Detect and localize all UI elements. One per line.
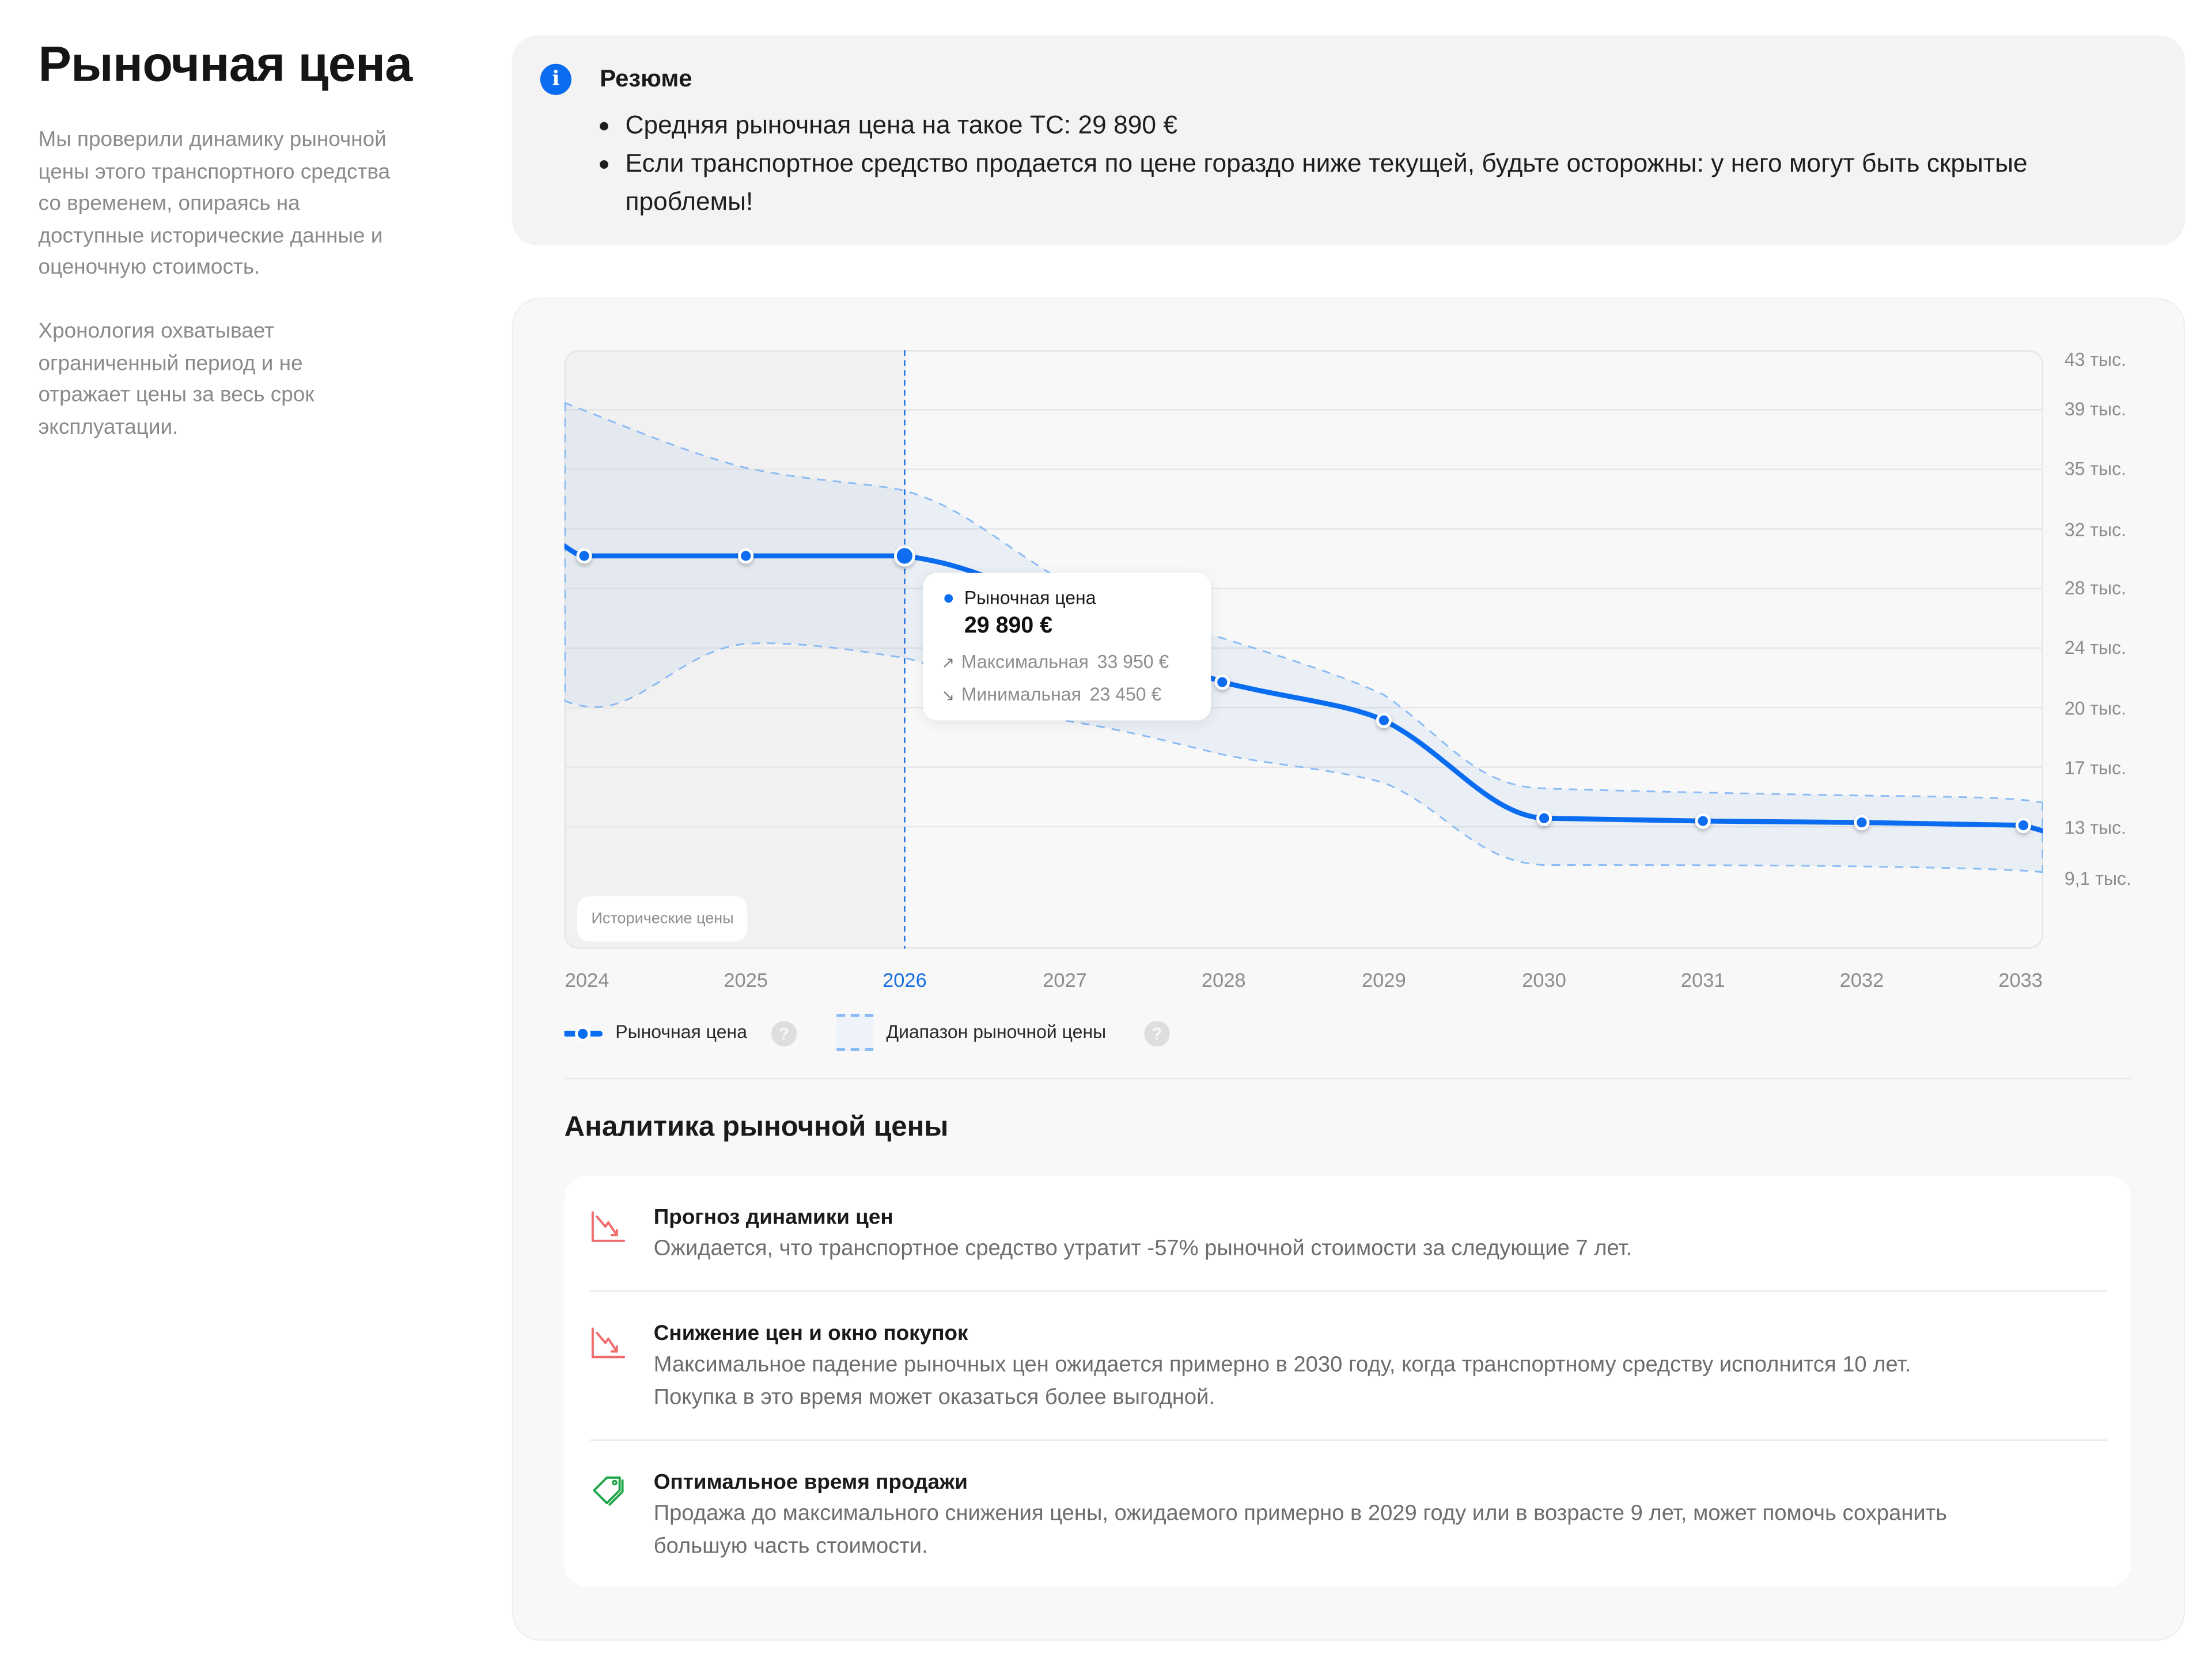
y-tick-label: 39 тыс. — [2064, 398, 2126, 420]
chart-down-icon — [591, 1327, 626, 1358]
x-tick-2029[interactable]: 2029 — [1362, 968, 1406, 991]
x-tick-2030[interactable]: 2030 — [1522, 968, 1566, 991]
desc-line: большую часть стоимости. — [653, 1534, 928, 1558]
x-tick-2031[interactable]: 2031 — [1680, 968, 1725, 991]
tooltip-max-row: ↗ Максимальная 33 950 € — [941, 651, 1169, 672]
tooltip-series-label: Рыночная цена — [964, 587, 1096, 608]
y-tick-label: 43 тыс. — [2064, 349, 2126, 370]
analytics-item-title: Снижение цен и окно покупок — [653, 1322, 968, 1346]
analytics-title: Аналитика рыночной цены — [564, 1111, 949, 1143]
historical-prices-badge: Исторические цены — [577, 896, 748, 942]
intro-line: со временем, опираясь на — [38, 191, 300, 216]
summary-list: Средняя рыночная цена на такое ТС: 29 89… — [600, 107, 2145, 221]
intro-line: эксплуатации. — [38, 414, 179, 439]
desc-line: Максимальное падение рыночных цен ожидае… — [653, 1353, 1911, 1377]
y-tick-label: 28 тыс. — [2064, 577, 2126, 599]
summary-panel: i Резюме Средняя рыночная цена на такое … — [512, 35, 2186, 245]
intro-line: отражает цены за весь срок — [38, 383, 315, 407]
legend-line-icon — [564, 1025, 604, 1042]
tooltip-max-label: Максимальная — [961, 650, 1089, 672]
intro-paragraph-1: Мы проверили динамику рыночной цены этог… — [38, 125, 452, 285]
intro-line: Мы проверили динамику рыночной — [38, 127, 387, 152]
help-icon[interactable]: ? — [771, 1021, 797, 1047]
desc-line: Продажа до максимального снижения цены, … — [653, 1501, 1948, 1526]
analytics-item-title: Прогноз динамики цен — [653, 1205, 893, 1230]
legend-range-icon — [836, 1013, 874, 1051]
x-tick-2024[interactable]: 2024 — [565, 968, 609, 991]
x-tick-2033[interactable]: 2033 — [1998, 968, 2043, 991]
x-tick-2032[interactable]: 2032 — [1839, 968, 1884, 991]
y-tick-label: 32 тыс. — [2064, 518, 2126, 540]
price-range-upper — [564, 402, 2044, 804]
summary-item: Средняя рыночная цена на такое ТС: 29 89… — [600, 107, 2145, 145]
y-tick-label: 24 тыс. — [2064, 637, 2126, 658]
price-range-lower — [564, 642, 2044, 873]
page-title: Рыночная цена — [38, 36, 412, 92]
summary-title: Резюме — [600, 65, 692, 92]
intro-line: Хронология охватывает — [38, 319, 275, 343]
analytics-list: Прогноз динамики цен Ожидается, что тран… — [564, 1175, 2131, 1587]
grid-lines — [564, 409, 2044, 828]
x-tick-2026[interactable]: 2026 — [882, 968, 927, 991]
chart-tooltip: Рыночная цена 29 890 € ↗ Максимальная 33 9… — [923, 573, 1211, 721]
x-tick-2028[interactable]: 2028 — [1201, 968, 1246, 991]
info-icon: i — [540, 63, 571, 95]
price-range-band — [564, 403, 2044, 872]
analytics-item-desc: Максимальное падение рыночных цен ожидае… — [654, 1350, 2100, 1414]
analytics-item-desc: Продажа до максимального снижения цены, … — [654, 1499, 2100, 1563]
section-divider — [564, 1077, 2131, 1080]
tooltip-min-row: ↘ Минимальная 23 450 € — [941, 683, 1161, 705]
legend-market-price[interactable]: Рыночная цена — [615, 1021, 748, 1043]
tooltip-value: 29 890 € — [964, 614, 1053, 638]
y-tick-label: 35 тыс. — [2064, 458, 2126, 479]
price-tag-icon — [593, 1476, 624, 1506]
data-points — [576, 545, 2032, 834]
x-tick-2025[interactable]: 2025 — [724, 968, 768, 991]
help-icon[interactable]: ? — [1144, 1021, 1170, 1047]
summary-item: Если транспортное средство продается по … — [600, 145, 2145, 221]
analytics-item-desc: Ожидается, что транспортное средство утр… — [654, 1234, 2100, 1266]
series-dot-icon — [944, 594, 953, 603]
arrow-up-right-icon: ↗ — [941, 655, 955, 672]
x-tick-2027[interactable]: 2027 — [1043, 968, 1087, 991]
tooltip-min-label: Минимальная — [961, 683, 1081, 705]
chart-down-icon — [591, 1211, 626, 1242]
desc-line: Ожидается, что транспортное средство утр… — [653, 1236, 1633, 1261]
intro-line: оценочную стоимость. — [38, 255, 260, 279]
item-separator — [589, 1439, 2107, 1441]
tooltip-max-value: 33 950 € — [1097, 650, 1169, 672]
y-tick-label: 20 тыс. — [2064, 698, 2126, 719]
intro-line: ограниченный период и не — [38, 351, 303, 376]
y-tick-label: 13 тыс. — [2064, 816, 2126, 838]
legend-price-range[interactable]: Диапазон рыночной цены — [886, 1021, 1107, 1043]
intro-line: цены этого транспортного средства — [38, 159, 391, 184]
y-tick-label: 9,1 тыс. — [2064, 868, 2131, 889]
analytics-item-title: Оптимальное время продажи — [653, 1470, 968, 1495]
y-tick-label: 17 тыс. — [2064, 757, 2126, 779]
intro-line: доступные исторические данные и — [38, 223, 383, 248]
intro-paragraph-2: Хронология охватывает ограниченный перио… — [38, 316, 452, 444]
item-separator — [589, 1290, 2107, 1292]
tooltip-min-value: 23 450 € — [1089, 683, 1162, 705]
arrow-down-right-icon: ↘ — [941, 687, 955, 705]
desc-line: Покупка в это время может оказаться боле… — [653, 1384, 1215, 1409]
